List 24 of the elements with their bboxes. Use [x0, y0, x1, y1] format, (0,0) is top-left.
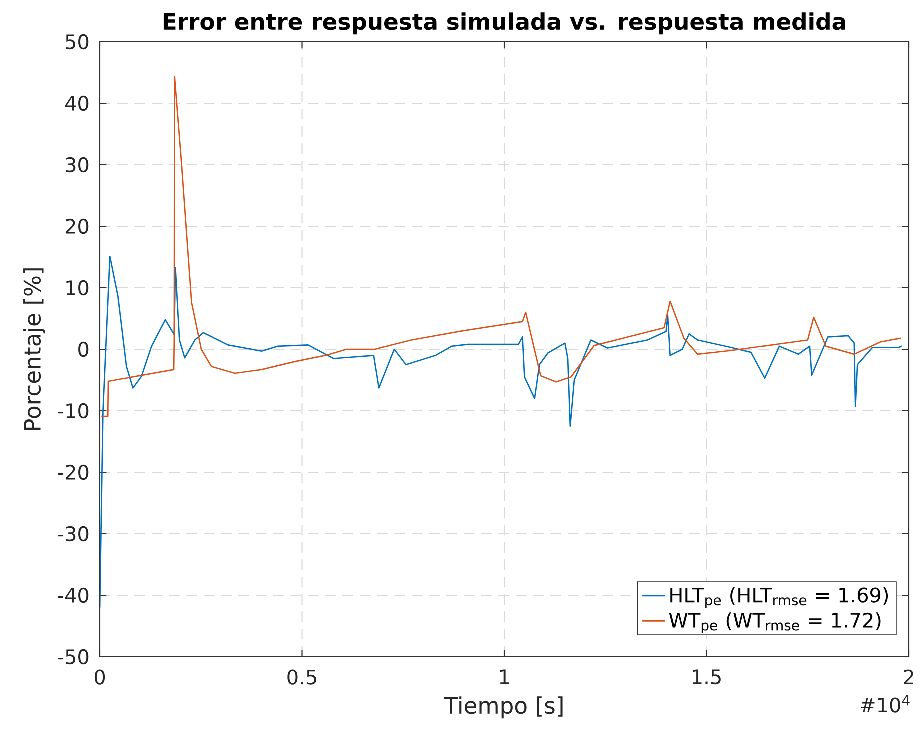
x-tick-label: 1 — [500, 670, 510, 684]
line-series — [100, 256, 903, 608]
y-tick-label: -20 — [58, 464, 89, 480]
x-tick-label: 1.5 — [693, 670, 721, 685]
y-axis-title: Porcentaje [%] — [24, 268, 46, 430]
chart-title: Error entre respuesta simulada vs. respuesta medida — [164, 12, 846, 35]
text: #10$^{4}$ — [861, 695, 910, 713]
y-tick-label: 0 — [78, 342, 89, 358]
y-tick-label: -50 — [58, 649, 89, 665]
y-tick-label: 30 — [66, 157, 89, 173]
y-tick-label: 50 — [66, 34, 89, 50]
y-tick-label: 10 — [66, 280, 89, 296]
line-series — [100, 76, 902, 418]
y-tick-label: 20 — [66, 218, 89, 234]
y-tick-label: -10 — [58, 403, 89, 419]
x-axis-title: Tiempo [s] — [444, 696, 563, 719]
y-tick-label: -40 — [58, 588, 89, 604]
legend-label: WT$_{pe}$ (WT$_{rmse}$ = 1.72) — [669, 612, 881, 634]
legend-label: HLT$_{pe}$ (HLT$_{rmse}$ = 1.69) — [670, 587, 888, 608]
y-tick-label: 40 — [65, 96, 89, 112]
x-tick-label: 0.5 — [288, 670, 316, 685]
y-tick-label: -30 — [58, 526, 89, 542]
x-tick-label: 2 — [904, 670, 914, 685]
x-tick-label: 0 — [94, 670, 106, 685]
